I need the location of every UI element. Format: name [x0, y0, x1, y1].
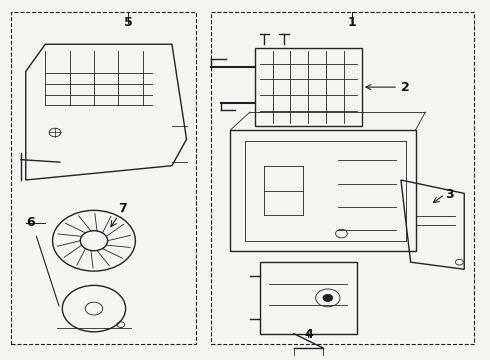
Text: 5: 5	[123, 16, 132, 29]
Text: 6: 6	[26, 216, 34, 229]
Circle shape	[323, 294, 333, 301]
Text: 2: 2	[366, 81, 410, 94]
Text: 1: 1	[348, 16, 357, 29]
Text: 3: 3	[445, 188, 453, 201]
Text: 4: 4	[304, 328, 313, 341]
Text: 7: 7	[118, 202, 127, 215]
